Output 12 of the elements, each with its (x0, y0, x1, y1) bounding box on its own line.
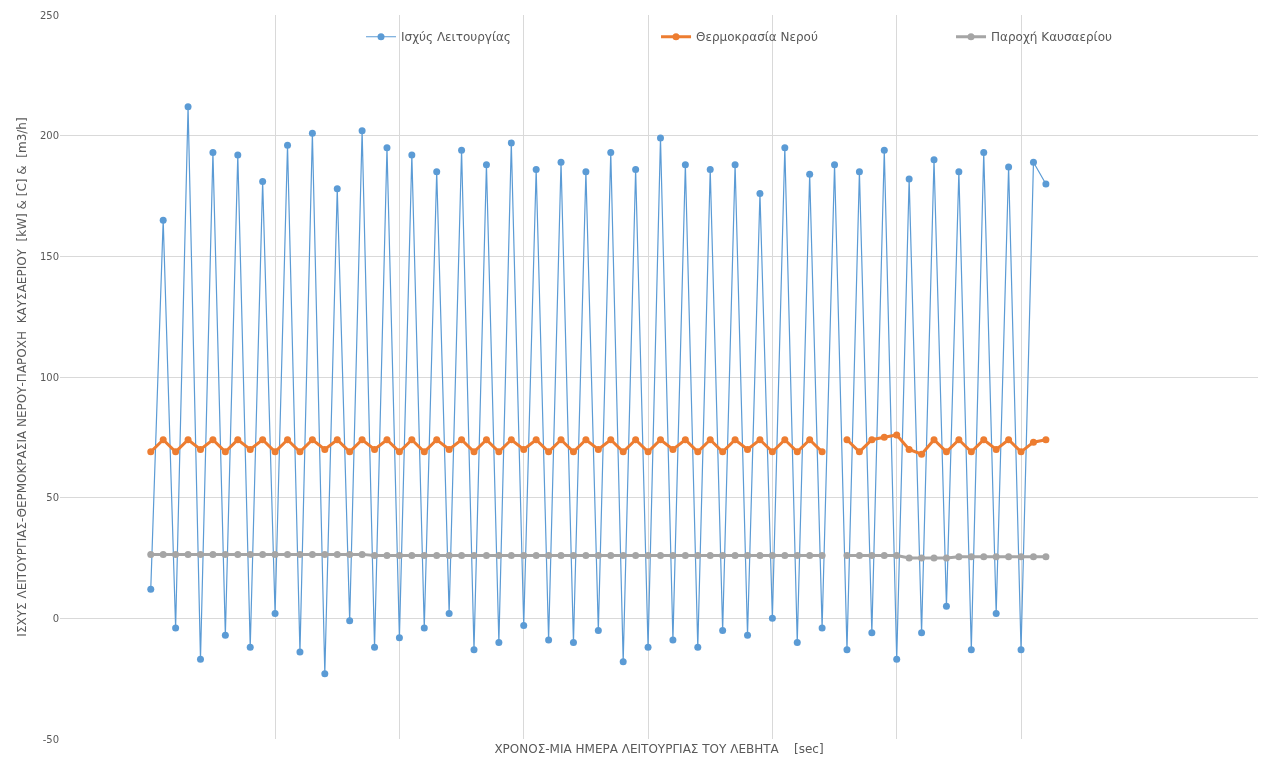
y-tick-label: 150 (39, 250, 59, 262)
legend-label: Θερμοκρασία Νερού (696, 30, 818, 45)
y-tick-label: 100 (39, 371, 59, 383)
y-tick-label: 250 (39, 9, 59, 21)
y-tick-label: 200 (39, 130, 59, 142)
y-tick-label: 50 (46, 492, 59, 504)
x-axis-title: ΧΡΟΝΟΣ-ΜΙΑ ΗΜΕΡΑ ΛΕΙΤΟΥΡΓΙΑΣ ΤΟΥ ΛΕΒΗΤΑ [sec] (494, 741, 824, 756)
y-axis-title: ΙΣΧΥΣ ΛΕΙΤΟΥΡΓΙΑΣ-ΘΕΡΜΟΚΡΑΣΙΑ ΝΕΡΟΥ-ΠΑΡΟΧΗ ΚΑΥΣΑΕΡΙΟΥ [kW] & [C] & [m3/h] (15, 117, 30, 637)
y-tick-label: -50 (42, 733, 59, 745)
y-tick-label: 0 (52, 612, 59, 624)
legend-label: Ισχύς Λειτουργίας (401, 30, 511, 45)
legend-label: Παροχή Καυσαερίου (991, 30, 1113, 45)
